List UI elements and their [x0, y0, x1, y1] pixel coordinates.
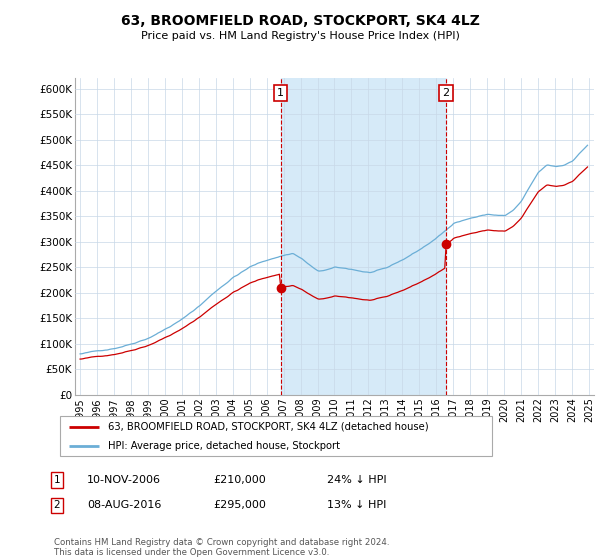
- Text: 63, BROOMFIELD ROAD, STOCKPORT, SK4 4LZ (detached house): 63, BROOMFIELD ROAD, STOCKPORT, SK4 4LZ …: [107, 422, 428, 432]
- Text: Contains HM Land Registry data © Crown copyright and database right 2024.
This d: Contains HM Land Registry data © Crown c…: [54, 538, 389, 557]
- FancyBboxPatch shape: [60, 416, 492, 456]
- Text: 1: 1: [53, 475, 61, 485]
- Text: 2: 2: [443, 87, 450, 97]
- Text: £295,000: £295,000: [213, 500, 266, 510]
- Text: 63, BROOMFIELD ROAD, STOCKPORT, SK4 4LZ: 63, BROOMFIELD ROAD, STOCKPORT, SK4 4LZ: [121, 14, 479, 28]
- Text: 2: 2: [53, 500, 61, 510]
- Text: 13% ↓ HPI: 13% ↓ HPI: [327, 500, 386, 510]
- Text: 10-NOV-2006: 10-NOV-2006: [87, 475, 161, 485]
- Text: Price paid vs. HM Land Registry's House Price Index (HPI): Price paid vs. HM Land Registry's House …: [140, 31, 460, 41]
- Text: £210,000: £210,000: [213, 475, 266, 485]
- Text: 24% ↓ HPI: 24% ↓ HPI: [327, 475, 386, 485]
- Text: 08-AUG-2016: 08-AUG-2016: [87, 500, 161, 510]
- Text: 1: 1: [277, 87, 284, 97]
- Text: HPI: Average price, detached house, Stockport: HPI: Average price, detached house, Stoc…: [107, 441, 340, 451]
- Bar: [281, 78, 446, 395]
